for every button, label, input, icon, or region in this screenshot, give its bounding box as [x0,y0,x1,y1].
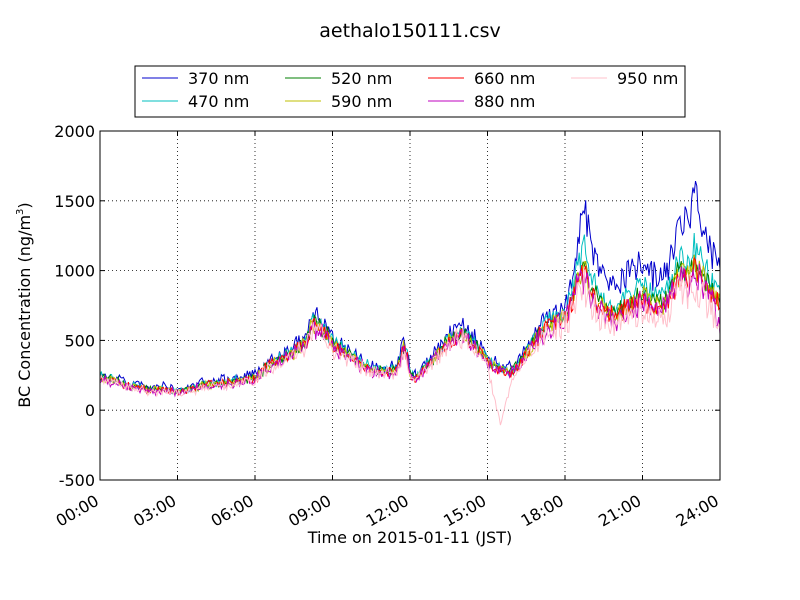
series-line [100,269,720,426]
y-tick-label: 500 [64,331,95,350]
y-axis-label: BC Concentration (ng/m3) [15,202,34,407]
series-lines [100,180,720,426]
plot-area [100,131,720,480]
chart-title: aethalo150111.csv [319,20,501,42]
y-tick-label: 0 [85,401,95,420]
legend-label: 950 nm [617,69,678,88]
legend-label: 660 nm [474,69,535,88]
y-tick-label: -500 [59,471,95,490]
grid-lines [100,131,720,480]
y-tick-label: 1500 [54,192,95,211]
legend-label: 470 nm [188,92,249,111]
y-axis-label-close: ) [15,202,34,208]
y-tick-label: 1000 [54,262,95,281]
legend-label: 880 nm [474,92,535,111]
y-axis-label-superscript: 3 [15,209,26,215]
y-tick-labels: -500 0 500 1000 1500 2000 [54,122,95,490]
y-axis-label-main: BC Concentration (ng/m [15,215,34,408]
axis-ticks [99,130,721,481]
legend: 370 nm 470 nm 520 nm 590 nm 660 nm 880 nm 950 … [134,65,686,118]
y-tick-label: 2000 [54,122,95,141]
x-axis-label: Time on 2015-01-11 (JST) [307,528,512,547]
legend-label: 590 nm [331,92,392,111]
legend-box [134,65,686,118]
legend-label: 370 nm [188,69,249,88]
legend-label: 520 nm [331,69,392,88]
